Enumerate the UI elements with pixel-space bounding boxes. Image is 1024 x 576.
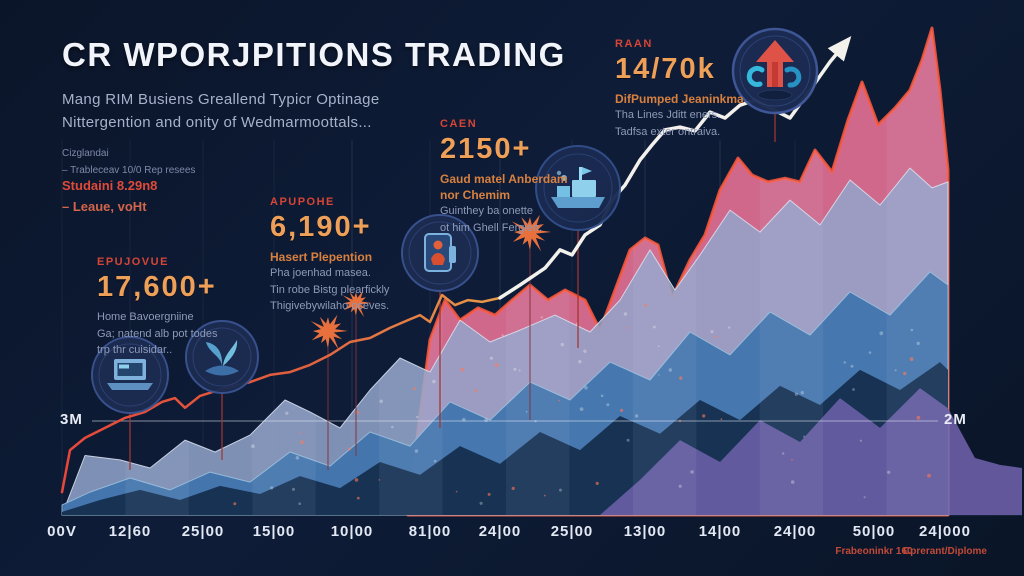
- subtitle-line-1: Mang RIM Busiens Greallend Typicr Optina…: [62, 89, 566, 112]
- stat-subtitle: nor Chemim: [440, 187, 568, 203]
- stat-callout-apupohe: APUPOHE 6,190+ Hasert Plepention Pha joe…: [270, 196, 389, 315]
- stat-subtitle: Hasert Plepention: [270, 249, 389, 265]
- stat-label: EPUJOVUE: [97, 256, 217, 268]
- stat-note: Ga; natend alb pot todes: [97, 326, 217, 343]
- stat-note: ot him Ghell Fergien.: [440, 220, 568, 237]
- stat-note: Tadfsa exter ontraiva.: [615, 124, 744, 141]
- stat-value: 17,600+: [97, 271, 217, 304]
- axis-tick-label: 14|00: [699, 523, 742, 540]
- annotation-block: Studaini 8.29n8 – Leaue, voHt: [62, 176, 157, 218]
- stat-note: Guinthey ba onette: [440, 203, 568, 220]
- stat-callout-epujovue: EPUJOVUE 17,600+ Home Bavoergniine Ga; n…: [97, 256, 217, 359]
- axis-tick-label: 81|00: [409, 523, 452, 540]
- growth-arrow-icon: [733, 29, 817, 113]
- stat-note: trp thr cuisidar..: [97, 342, 217, 359]
- annotation-line-1: Studaini 8.29n8: [62, 176, 157, 197]
- axis-tick-label: 24|00: [479, 523, 522, 540]
- axis-tick-label: 12|60: [109, 523, 152, 540]
- sunburst-icon: [311, 315, 348, 350]
- stat-label: RAAN: [615, 38, 744, 50]
- axis-tick-label: 50|00: [853, 523, 896, 540]
- stat-note: Thigivebywilaho oceves.: [270, 298, 389, 315]
- stat-value: 2150+: [440, 133, 568, 166]
- stat-value: 14/70k: [615, 53, 744, 86]
- axis-tick-label: 25|00: [182, 523, 225, 540]
- axis-tick-label: 10|00: [331, 523, 374, 540]
- stat-note: Home Bavoergniine: [97, 309, 217, 326]
- axis-footnote: Frabeoninkr 160: [835, 546, 912, 557]
- page-title: CR WPORJPITIONS TRADING: [62, 36, 566, 74]
- stat-value: 6,190+: [270, 211, 389, 244]
- stat-callout-raan: RAAN 14/70k DifPumped Jeaninkma Tha Line…: [615, 38, 744, 140]
- axis-tick-label: 15|00: [253, 523, 296, 540]
- stat-subtitle: Gaud matel Anberdam: [440, 171, 568, 187]
- infographic-canvas: CR WPORJPITIONS TRADING Mang RIM Busiens…: [0, 0, 1024, 576]
- axis-tick-label: 25|00: [551, 523, 594, 540]
- stat-subtitle: DifPumped Jeaninkma: [615, 91, 744, 107]
- stat-note: Tin robe Bistg plearfickly: [270, 282, 389, 299]
- stat-label: CAEN: [440, 118, 568, 130]
- axis-tick-label: 00V: [47, 523, 77, 540]
- stat-note: Pha joenhad masea.: [270, 265, 389, 282]
- gridline-label-left: 3M: [60, 411, 83, 428]
- axis-tick-label: 24|00: [774, 523, 817, 540]
- stat-note: Tha Lines Jditt eners.: [615, 107, 744, 124]
- gridline-label-right: 2M: [944, 411, 967, 428]
- axis-tick-label: 13|00: [624, 523, 667, 540]
- stat-label: APUPOHE: [270, 196, 389, 208]
- axis-tick-label: 24|000: [919, 523, 971, 540]
- annotation-line-2: – Leaue, voHt: [62, 197, 157, 218]
- axis-footnote: Cprerant/Diplome: [903, 546, 987, 557]
- stat-callout-caen: CAEN 2150+ Gaud matel Anberdam nor Chemi…: [440, 118, 568, 236]
